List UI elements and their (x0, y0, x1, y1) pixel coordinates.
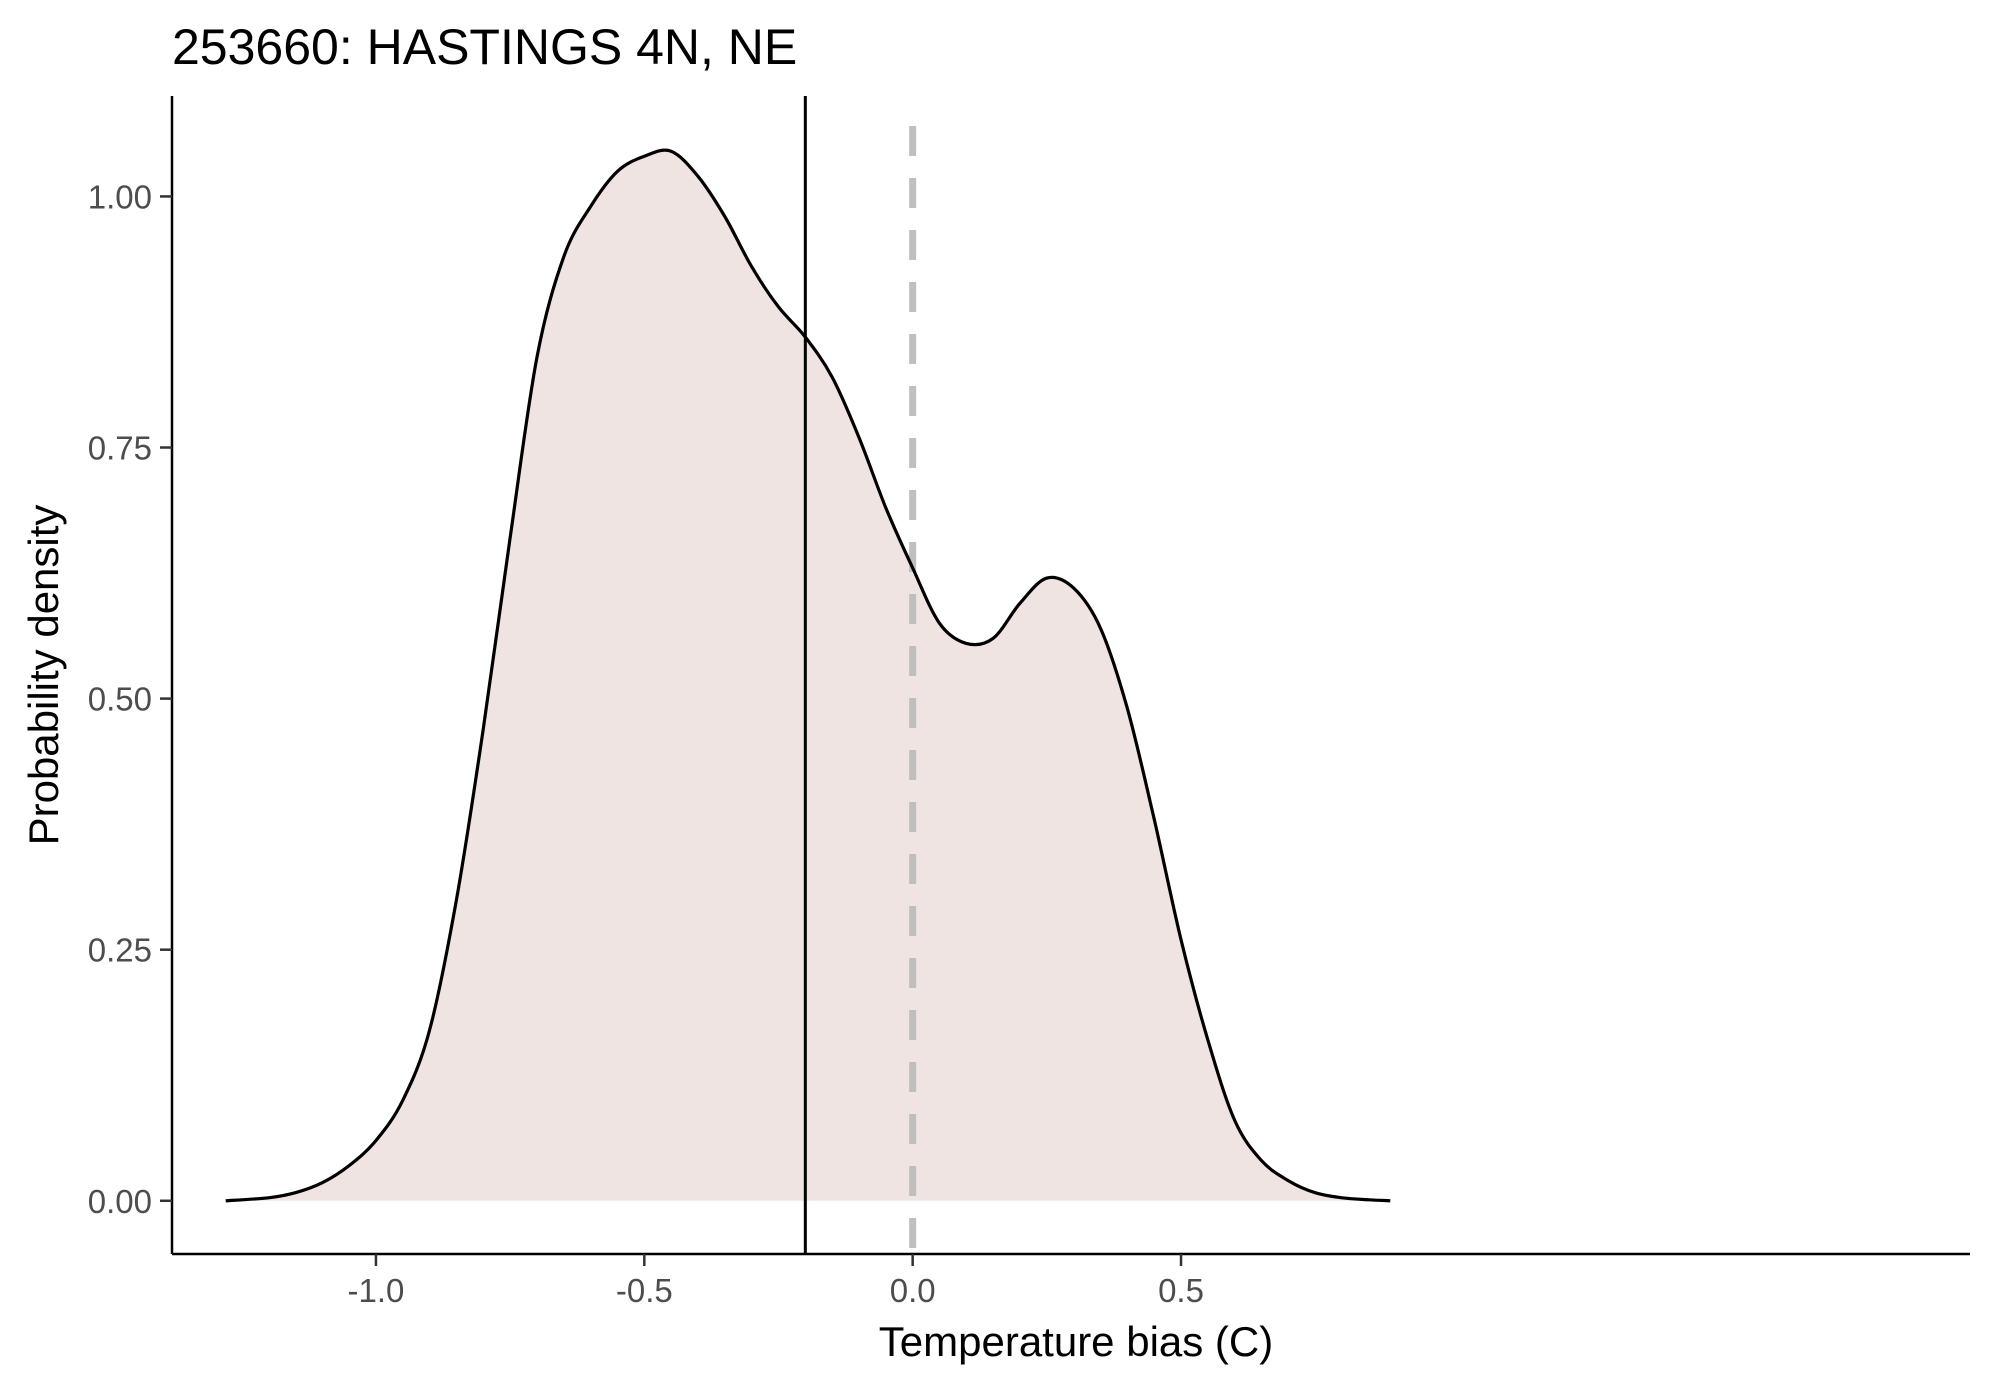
y-tick-label: 0.50 (88, 681, 152, 718)
x-tick-label: -1.0 (348, 1272, 405, 1309)
y-tick-label: 1.00 (88, 178, 152, 215)
x-tick-label: 0.0 (890, 1272, 936, 1309)
reference-lines (803, 96, 917, 1254)
density-fill (225, 150, 1391, 1201)
y-tick-label: 0.00 (88, 1183, 152, 1220)
y-tick-label: 0.25 (88, 932, 152, 969)
x-axis-ticks: -1.0 -0.5 0.0 0.5 (348, 1254, 1204, 1309)
chart-title: 253660: HASTINGS 4N, NE (172, 19, 797, 75)
x-tick-label: 0.5 (1158, 1272, 1204, 1309)
plot-area (225, 96, 1391, 1254)
y-tick-label: 0.75 (88, 430, 152, 467)
y-axis-ticks: 0.00 0.25 0.50 0.75 1.00 (88, 178, 172, 1220)
y-axis-title: Probability density (20, 505, 67, 846)
density-line (225, 148, 1391, 1203)
x-axis-title: Temperature bias (C) (879, 1318, 1273, 1365)
x-tick-label: -0.5 (616, 1272, 673, 1309)
